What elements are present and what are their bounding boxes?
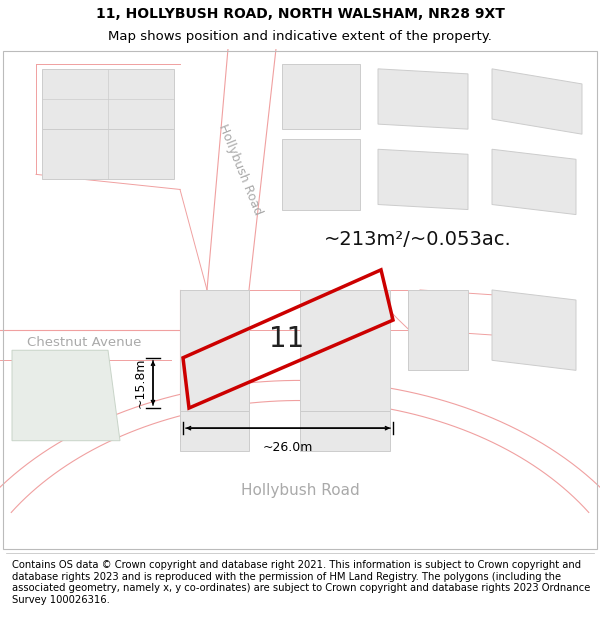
Text: 11: 11	[269, 325, 304, 353]
Text: Map shows position and indicative extent of the property.: Map shows position and indicative extent…	[108, 30, 492, 43]
Polygon shape	[492, 69, 582, 134]
Polygon shape	[12, 350, 120, 441]
Polygon shape	[282, 139, 360, 209]
Polygon shape	[408, 290, 468, 371]
Polygon shape	[378, 69, 468, 129]
Text: ~213m²/~0.053ac.: ~213m²/~0.053ac.	[324, 230, 512, 249]
Text: Hollybush Road: Hollybush Road	[241, 484, 359, 499]
Text: ~26.0m: ~26.0m	[263, 441, 313, 454]
Polygon shape	[42, 69, 174, 129]
Text: Chestnut Avenue: Chestnut Avenue	[27, 336, 141, 349]
Polygon shape	[180, 290, 249, 411]
Polygon shape	[300, 411, 390, 451]
Polygon shape	[492, 149, 576, 214]
Polygon shape	[180, 411, 249, 451]
Polygon shape	[378, 149, 468, 209]
Text: 11, HOLLYBUSH ROAD, NORTH WALSHAM, NR28 9XT: 11, HOLLYBUSH ROAD, NORTH WALSHAM, NR28 …	[95, 7, 505, 21]
Polygon shape	[300, 290, 390, 411]
Polygon shape	[492, 290, 576, 371]
Text: Hollybush Road: Hollybush Road	[216, 122, 264, 217]
Text: ~15.8m: ~15.8m	[133, 357, 146, 408]
Polygon shape	[42, 129, 174, 179]
Text: Contains OS data © Crown copyright and database right 2021. This information is : Contains OS data © Crown copyright and d…	[12, 560, 590, 605]
Polygon shape	[282, 64, 360, 129]
